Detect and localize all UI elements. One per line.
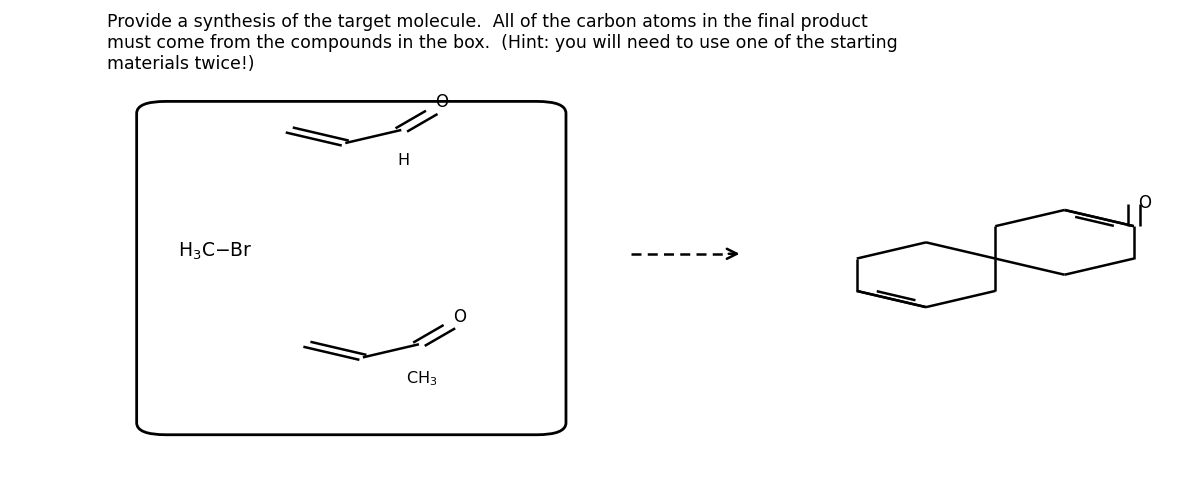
Text: O: O bbox=[435, 93, 448, 112]
Text: O: O bbox=[453, 308, 466, 326]
Text: Provide a synthesis of the target molecule.  All of the carbon atoms in the fina: Provide a synthesis of the target molecu… bbox=[107, 13, 898, 73]
Text: H: H bbox=[397, 153, 410, 168]
Text: O: O bbox=[1139, 194, 1152, 212]
Text: CH$_3$: CH$_3$ bbox=[406, 369, 437, 388]
Text: H$_3$C$-$Br: H$_3$C$-$Br bbox=[178, 241, 252, 262]
